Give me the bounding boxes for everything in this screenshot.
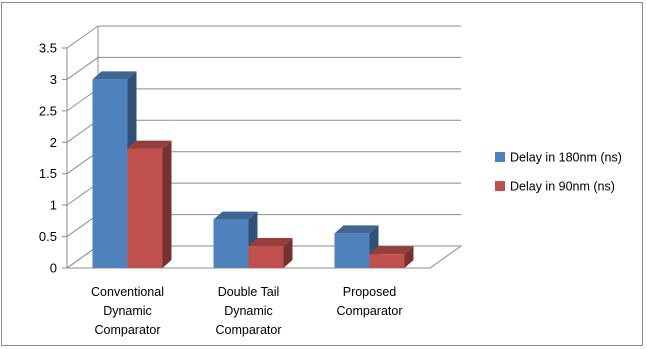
bar-front bbox=[92, 79, 128, 268]
y-tick-label: 2 bbox=[50, 135, 57, 150]
bar-top bbox=[334, 225, 379, 234]
legend-item: Delay in 180nm (ns) bbox=[495, 151, 622, 165]
bar-front bbox=[334, 233, 370, 268]
y-tick-label: 2.5 bbox=[39, 103, 57, 118]
bar-top bbox=[248, 238, 293, 246]
bar-side bbox=[404, 246, 414, 268]
x-category-label-line: Dynamic bbox=[224, 304, 273, 318]
bar-front bbox=[213, 219, 249, 268]
x-category-label: Double Tail Dynamic Comparator bbox=[216, 285, 282, 337]
legend-swatch bbox=[495, 181, 505, 191]
y-tick-label: 1.5 bbox=[39, 166, 57, 181]
bar-top bbox=[369, 246, 414, 255]
legend-swatch bbox=[495, 152, 505, 162]
legend-item: Delay in 90nm (ns) bbox=[495, 180, 615, 194]
x-category-label-line: Comparator bbox=[337, 304, 403, 318]
gridline-side bbox=[66, 57, 99, 80]
bar bbox=[369, 246, 414, 268]
bars-layer bbox=[92, 71, 414, 268]
x-category-label-line: Conventional bbox=[91, 285, 164, 299]
y-tick-label: 0.5 bbox=[39, 229, 57, 244]
gridline-side bbox=[66, 25, 99, 49]
bar bbox=[248, 238, 293, 268]
bar-front bbox=[248, 246, 284, 268]
x-category-label: Proposed Comparator bbox=[337, 285, 403, 318]
x-category-label-line: Double Tail bbox=[218, 285, 280, 299]
y-tick-label: 3.5 bbox=[39, 41, 57, 56]
bar-top bbox=[127, 140, 172, 149]
bar-side bbox=[162, 140, 172, 268]
bar-front bbox=[127, 148, 163, 268]
x-category-label-line: Comparator bbox=[216, 323, 282, 337]
legend-label: Delay in 180nm (ns) bbox=[510, 151, 622, 165]
legend-label: Delay in 90nm (ns) bbox=[510, 180, 615, 194]
x-category-label-line: Comparator bbox=[95, 323, 161, 337]
bar-front bbox=[369, 254, 405, 268]
y-tick-label: 1 bbox=[50, 198, 57, 213]
x-category-label: Conventional Dynamic Comparator bbox=[91, 285, 164, 337]
bar bbox=[213, 211, 258, 268]
x-category-label-line: Dynamic bbox=[103, 304, 152, 318]
y-tick-label: 0 bbox=[50, 261, 57, 276]
bar bbox=[127, 140, 172, 268]
x-category-label-line: Proposed bbox=[343, 285, 397, 299]
y-tick-label: 3 bbox=[50, 72, 57, 87]
y-axis-ticks: 0 0.5 1 1.5 2 2.5 3 3.5 bbox=[39, 41, 57, 276]
bar-side bbox=[283, 238, 293, 268]
bar-top bbox=[213, 211, 258, 220]
legend: Delay in 180nm (ns) Delay in 90nm (ns) bbox=[495, 151, 622, 194]
bar-top bbox=[92, 71, 137, 80]
